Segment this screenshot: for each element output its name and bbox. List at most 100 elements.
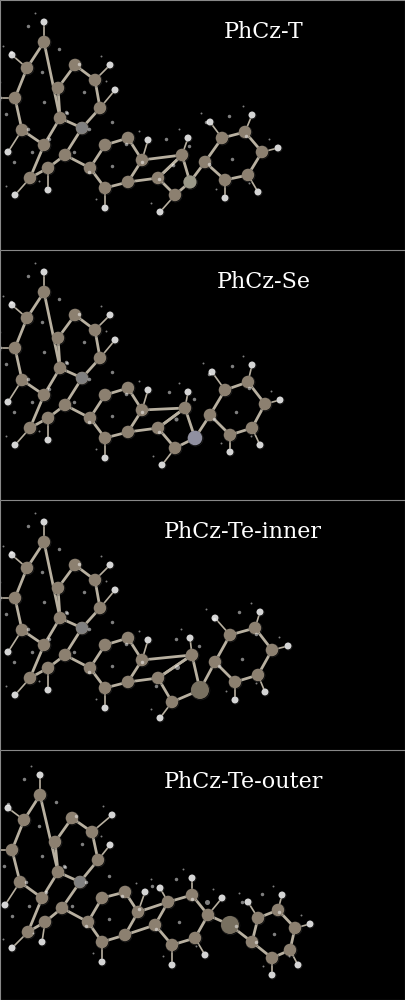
Point <box>40 344 47 360</box>
Point <box>21 771 27 787</box>
Point <box>89 824 95 840</box>
Point <box>72 808 79 824</box>
Point <box>125 130 131 146</box>
Point <box>255 667 261 683</box>
Point <box>255 910 261 926</box>
Point <box>9 547 15 563</box>
Point <box>70 394 77 410</box>
Point <box>38 64 45 80</box>
Point <box>89 824 95 840</box>
Point <box>92 72 98 88</box>
Point <box>32 255 38 271</box>
Point <box>79 370 85 386</box>
Point <box>249 420 255 436</box>
Point <box>222 382 228 398</box>
Point <box>8 294 14 310</box>
Point <box>259 144 265 160</box>
Point <box>77 874 83 890</box>
Point <box>276 629 282 645</box>
Point <box>269 967 275 983</box>
Point <box>0 340 1 356</box>
Point <box>87 410 93 426</box>
Point <box>227 444 233 460</box>
Point <box>45 660 51 676</box>
Point <box>85 414 92 430</box>
Point <box>62 647 68 663</box>
Point <box>102 637 108 653</box>
Point <box>93 441 99 457</box>
Point <box>228 358 235 374</box>
Point <box>169 694 175 710</box>
Point <box>287 942 293 958</box>
Point <box>136 623 142 639</box>
Point <box>307 916 313 932</box>
Point <box>62 147 68 163</box>
Point <box>100 798 106 814</box>
Point <box>228 151 235 167</box>
Point <box>102 700 108 716</box>
Point <box>24 60 30 76</box>
Point <box>0 538 6 554</box>
Point <box>172 187 178 203</box>
Point <box>41 14 47 30</box>
Point <box>227 427 233 443</box>
Point <box>212 610 218 626</box>
Point <box>122 927 128 943</box>
Point <box>62 354 69 370</box>
Point <box>269 950 275 966</box>
Point <box>112 582 118 598</box>
Point <box>102 387 108 403</box>
Point <box>79 370 85 386</box>
Point <box>219 130 225 146</box>
Point <box>42 914 48 930</box>
Point <box>257 437 263 453</box>
Point <box>169 957 175 973</box>
Point <box>45 381 52 397</box>
Point <box>55 80 61 96</box>
Point <box>5 644 11 660</box>
Point <box>83 918 89 934</box>
Point <box>97 100 103 116</box>
Point <box>40 594 47 610</box>
Point <box>5 800 11 816</box>
Point <box>37 787 43 803</box>
Point <box>106 868 112 884</box>
Point <box>248 595 254 611</box>
Point <box>125 380 131 396</box>
Point <box>41 514 47 530</box>
Point <box>45 182 51 198</box>
Point <box>99 934 105 950</box>
Point <box>24 310 30 326</box>
Point <box>9 842 15 858</box>
Point <box>227 917 233 933</box>
Point <box>62 104 69 120</box>
Point <box>0 931 6 947</box>
Point <box>26 898 32 914</box>
Point <box>123 636 129 652</box>
Point <box>87 660 93 676</box>
Point <box>112 82 118 98</box>
Point <box>102 680 108 696</box>
Point <box>79 620 85 636</box>
Point <box>262 684 268 700</box>
Point <box>25 18 31 34</box>
Point <box>92 322 98 338</box>
Point <box>2 897 8 913</box>
Point <box>52 834 58 850</box>
Point <box>109 658 115 674</box>
Point <box>222 190 228 206</box>
Point <box>109 114 115 130</box>
Point <box>79 836 85 852</box>
Point <box>102 450 108 466</box>
Point <box>239 894 245 910</box>
Point <box>180 861 186 877</box>
Point <box>249 357 255 373</box>
Point <box>25 268 31 284</box>
Point <box>12 687 18 703</box>
Point <box>270 878 276 894</box>
Point <box>102 680 108 696</box>
Point <box>169 937 175 953</box>
Point <box>173 411 179 427</box>
Point <box>176 375 182 391</box>
Point <box>76 556 82 572</box>
